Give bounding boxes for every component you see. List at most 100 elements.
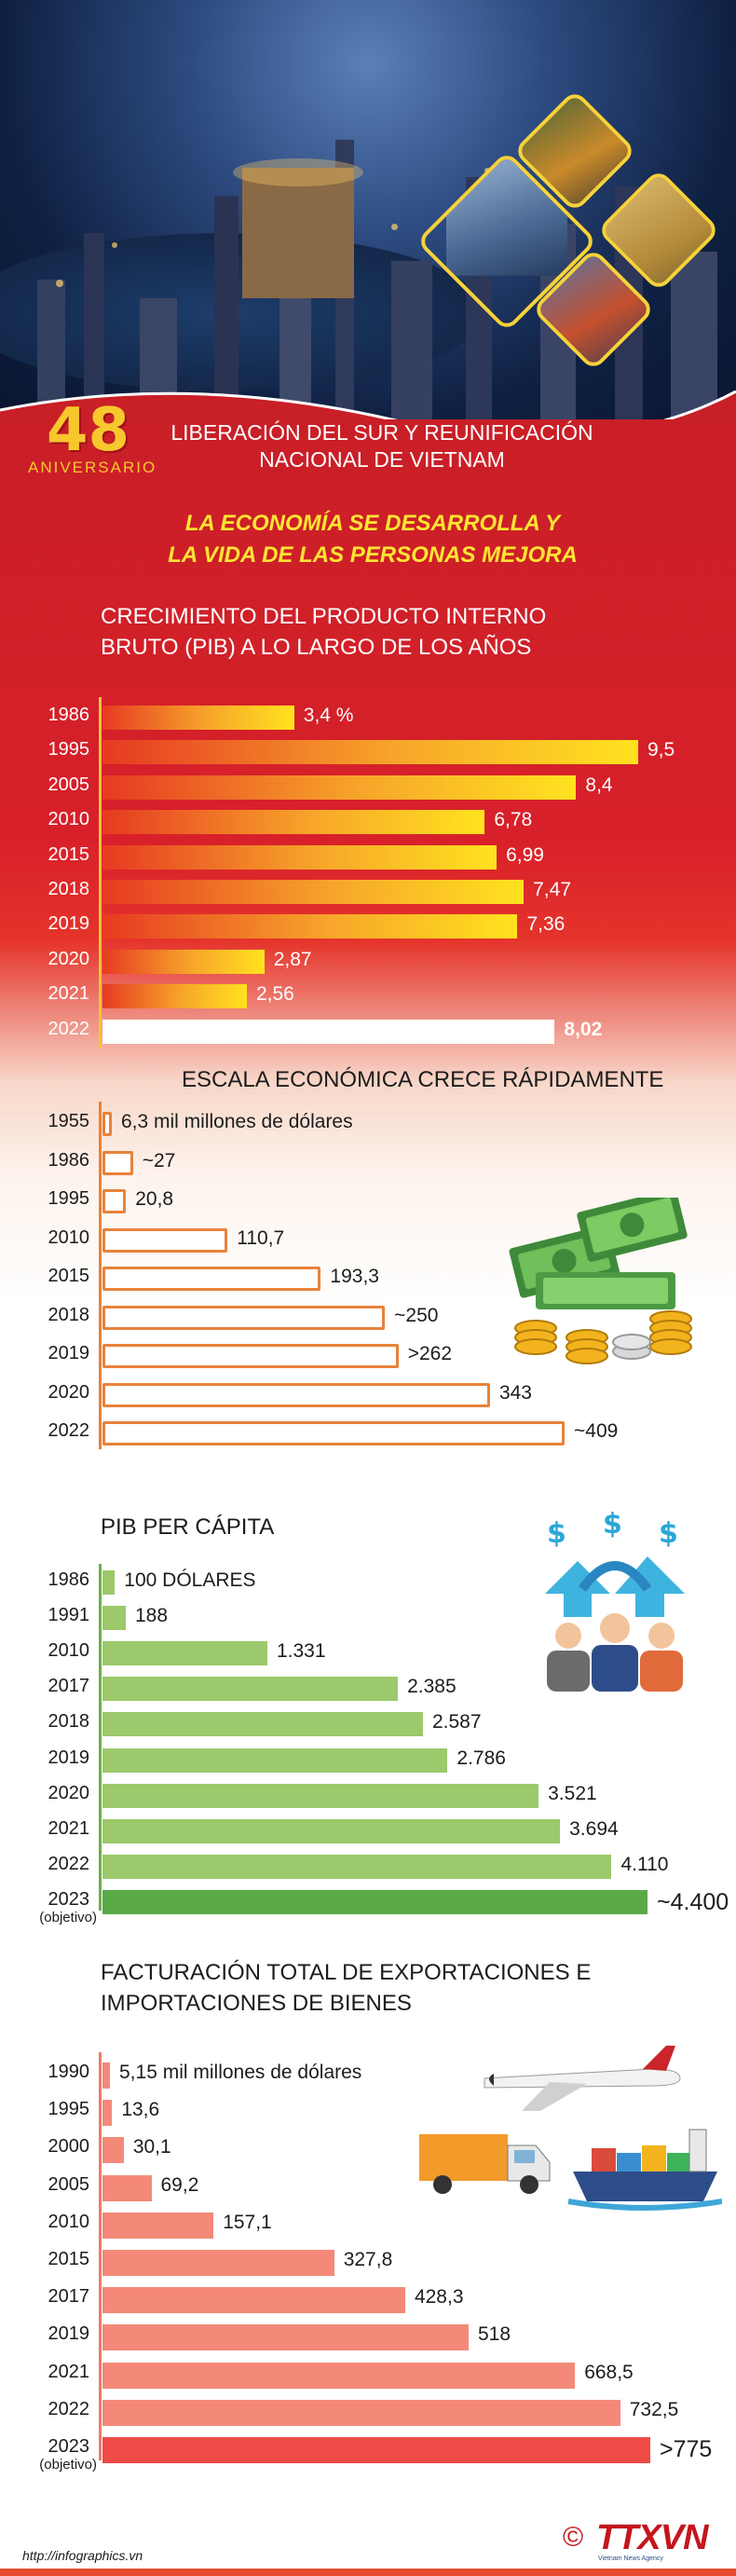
capita-category-label: 1991: [48, 1605, 90, 1626]
capita-bar: [102, 1677, 399, 1702]
trade-bar: [102, 2362, 576, 2389]
gdp-category-label: 1986: [48, 705, 90, 725]
capita-value-label: 2.385: [407, 1676, 457, 1698]
capita-axis: [99, 1564, 102, 1911]
headline-line-2: NACIONAL DE VIETNAM: [259, 447, 505, 472]
gdp-axis: [99, 697, 102, 1048]
gdp-value-label: 3,4 %: [303, 705, 354, 726]
gdp-category-label: 2018: [48, 879, 90, 899]
anniversary-number: 48: [47, 396, 130, 465]
truck-icon: [419, 2134, 551, 2194]
ttxvn-logo: © TTXVN Vietnam News Agency: [563, 2516, 721, 2563]
trade-value-label: 5,15 mil millones de dólares: [119, 2062, 362, 2083]
scale-category-label: 1986: [48, 1149, 90, 1171]
trade-category-label: 2021: [48, 2361, 90, 2382]
trade-value-label: 428,3: [414, 2286, 464, 2309]
gdp-bar: [102, 740, 638, 765]
gdp-category-label: 2005: [48, 774, 90, 795]
scale-category-label: 2020: [48, 1381, 90, 1403]
capita-bar: [102, 1747, 448, 1773]
gdp-bar: [102, 1019, 555, 1044]
gdp-value-label: 9,5: [647, 739, 675, 761]
gdp-bar: [102, 880, 525, 904]
trade-bar: [102, 2062, 110, 2089]
capita-bar: [102, 1783, 539, 1808]
capita-bar: [102, 1570, 116, 1595]
scale-bar: [102, 1305, 386, 1330]
trade-value-label: 157,1: [223, 2211, 272, 2233]
gdp-bar: [102, 774, 577, 800]
subtitle-line-2: LA VIDA DE LAS PERSONAS MEJORA: [168, 542, 578, 568]
trade-bar: [102, 2437, 650, 2463]
scale-category-label: 1995: [48, 1188, 90, 1209]
trade-title: FACTURACIÓN TOTAL DE EXPORTACIONES E IMP…: [101, 1957, 591, 2019]
cargo-ship-icon: [567, 2129, 723, 2211]
gdp-growth-title-line-1: CRECIMIENTO DEL PRODUCTO INTERNO: [101, 604, 547, 629]
capita-bar: [102, 1712, 423, 1737]
trade-axis: [99, 2052, 102, 2460]
capita-value-label: 4.110: [620, 1853, 669, 1875]
capita-value-label: 100 DÓLARES: [124, 1569, 256, 1591]
trade-value-label: 732,5: [629, 2398, 679, 2420]
trade-category-note: (objetivo): [39, 2457, 97, 2473]
capita-bar: [102, 1641, 267, 1666]
gdp-value-label: 2,87: [273, 948, 312, 970]
headline-line-1: LIBERACIÓN DEL SUR Y REUNIFICACIÓN: [170, 420, 593, 445]
scale-bar: [102, 1421, 565, 1446]
gdp-bar: [102, 706, 294, 730]
gdp-value-label: 8,4: [585, 774, 613, 796]
gdp-value-label: 2,56: [255, 983, 294, 1006]
trade-category-label: 2010: [48, 2211, 90, 2232]
scale-value-label: 6,3 mil millones de dólares: [121, 1111, 353, 1132]
capita-bar: [102, 1889, 647, 1914]
economic-scale-title: ESCALA ECONÓMICA CRECE RÁPIDAMENTE: [182, 1067, 664, 1092]
capita-value-label: 3.694: [569, 1817, 619, 1840]
capita-value-label: 2.587: [431, 1711, 482, 1733]
trade-bar: [102, 2137, 124, 2164]
trade-value-label: 13,6: [121, 2099, 160, 2121]
transport-trade-icon: [410, 2041, 723, 2213]
capita-value-label: 2.786: [457, 1747, 506, 1769]
scale-category-label: 2018: [48, 1304, 90, 1325]
trade-category-label: 2005: [48, 2173, 90, 2195]
scale-bar: [102, 1112, 112, 1136]
scale-value-label: ~409: [574, 1420, 619, 1442]
scale-category-label: 1955: [48, 1111, 90, 1131]
subtitle-line-1: LA ECONOMÍA SE DESARROLLA Y: [184, 511, 561, 536]
gdp-category-label: 2015: [48, 843, 90, 865]
scale-value-label: 110,7: [237, 1226, 285, 1249]
banner-curve: [0, 390, 736, 419]
capita-category-label: 2023: [48, 1888, 90, 1910]
trade-category-label: 2019: [48, 2323, 90, 2345]
trade-category-label: 1990: [48, 2062, 90, 2082]
bottom-strip: [0, 2569, 736, 2576]
trade-category-label: 2023: [48, 2436, 90, 2457]
gdp-category-label: 1995: [48, 739, 90, 760]
footer-url[interactable]: http://infographics.vn: [22, 2548, 143, 2563]
gdp-bar: [102, 914, 518, 939]
gdp-category-label: 2022: [48, 1018, 90, 1039]
trade-value-label: 518: [478, 2323, 511, 2346]
copyright-symbol: ©: [563, 2522, 584, 2553]
trade-bar: [102, 2324, 469, 2351]
scale-category-label: 2019: [48, 1343, 90, 1363]
scale-bar: [102, 1227, 228, 1253]
gdp-category-label: 2010: [48, 809, 90, 830]
trade-category-label: 2015: [48, 2249, 90, 2269]
trade-value-label: 327,8: [343, 2249, 393, 2270]
gdp-per-capita-title: PIB PER CÁPITA: [101, 1514, 275, 1540]
gdp-value-label: 8,02: [564, 1018, 603, 1040]
airplane-icon: [484, 2046, 681, 2111]
scale-value-label: >262: [407, 1343, 453, 1364]
capita-value-label: ~4.400: [657, 1888, 729, 1915]
capita-category-note: (objetivo): [39, 1909, 97, 1925]
gdp-growth-title-line-2: BRUTO (PIB) A LO LARGO DE LOS AÑOS: [101, 635, 532, 660]
scale-bar: [102, 1150, 133, 1175]
gdp-category-label: 2020: [48, 948, 90, 969]
capita-value-label: 3.521: [548, 1782, 597, 1804]
trade-bar: [102, 2100, 113, 2127]
gdp-value-label: 7,47: [533, 879, 571, 900]
trade-bar: [102, 2399, 620, 2426]
svg-text:$: $: [659, 1517, 678, 1550]
capita-category-label: 2021: [48, 1817, 90, 1839]
